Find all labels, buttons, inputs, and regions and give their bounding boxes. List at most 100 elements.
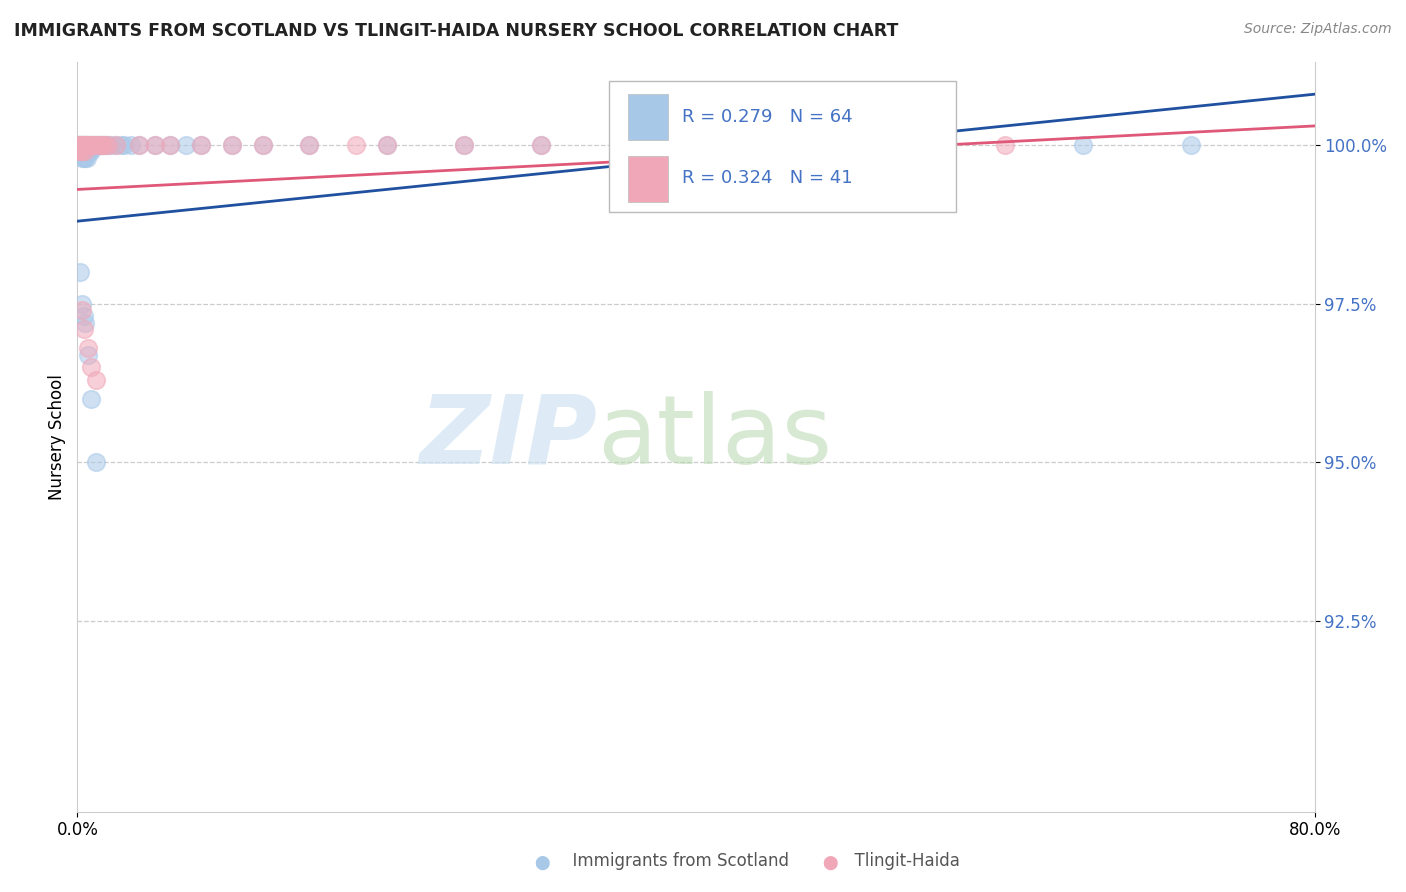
Point xyxy=(190,138,212,153)
Point xyxy=(76,138,98,153)
Point xyxy=(72,322,94,336)
Point xyxy=(86,138,108,153)
Point xyxy=(100,138,122,153)
Point xyxy=(87,138,110,153)
Point xyxy=(94,138,117,153)
Point xyxy=(72,151,94,165)
Point xyxy=(69,138,91,153)
Text: ⬤: ⬤ xyxy=(534,855,550,870)
Point xyxy=(94,138,117,153)
Point xyxy=(70,303,93,318)
Point xyxy=(128,138,150,153)
Point xyxy=(76,138,98,153)
Point xyxy=(221,138,243,153)
Point xyxy=(121,138,143,153)
Point xyxy=(174,138,197,153)
Point xyxy=(190,138,212,153)
Point xyxy=(77,145,100,159)
Point xyxy=(67,138,90,153)
Point xyxy=(75,145,96,159)
Text: Immigrants from Scotland: Immigrants from Scotland xyxy=(562,852,789,870)
Point xyxy=(79,145,101,159)
Point xyxy=(72,145,94,159)
Text: ⬤: ⬤ xyxy=(823,855,838,870)
Y-axis label: Nursery School: Nursery School xyxy=(48,374,66,500)
Point xyxy=(159,138,181,153)
Point xyxy=(67,145,90,159)
Point xyxy=(298,138,321,153)
Point xyxy=(77,347,100,361)
Point xyxy=(97,138,120,153)
Point xyxy=(76,151,98,165)
Text: R = 0.324   N = 41: R = 0.324 N = 41 xyxy=(682,169,853,187)
Text: IMMIGRANTS FROM SCOTLAND VS TLINGIT-HAIDA NURSERY SCHOOL CORRELATION CHART: IMMIGRANTS FROM SCOTLAND VS TLINGIT-HAID… xyxy=(14,22,898,40)
Point xyxy=(79,138,101,153)
Point xyxy=(93,138,115,153)
Point xyxy=(375,138,398,153)
Point xyxy=(917,138,939,153)
Text: R = 0.279   N = 64: R = 0.279 N = 64 xyxy=(682,108,853,126)
Point xyxy=(252,138,274,153)
Point xyxy=(84,138,107,153)
Point xyxy=(90,138,111,153)
Point xyxy=(90,138,111,153)
Point xyxy=(70,138,93,153)
Point xyxy=(67,138,90,153)
Point xyxy=(76,145,98,159)
Point xyxy=(159,138,181,153)
Point xyxy=(607,138,630,153)
Point xyxy=(67,145,90,159)
Point xyxy=(143,138,166,153)
Point xyxy=(97,138,120,153)
Point xyxy=(110,138,132,153)
Point xyxy=(1180,138,1202,153)
Point xyxy=(69,138,91,153)
Point xyxy=(221,138,243,153)
Point xyxy=(70,297,93,311)
Point xyxy=(530,138,553,153)
Point xyxy=(75,316,96,330)
Point xyxy=(70,145,93,159)
Point xyxy=(105,138,127,153)
Point xyxy=(716,138,738,153)
Point xyxy=(84,373,107,387)
Point xyxy=(67,138,90,153)
Point xyxy=(80,138,103,153)
Point xyxy=(69,145,91,159)
FancyBboxPatch shape xyxy=(628,95,668,140)
Point xyxy=(375,138,398,153)
Point xyxy=(252,138,274,153)
Point xyxy=(79,138,101,153)
Point xyxy=(75,138,96,153)
Point xyxy=(69,145,91,159)
FancyBboxPatch shape xyxy=(628,156,668,202)
Point xyxy=(77,138,100,153)
Text: atlas: atlas xyxy=(598,391,832,483)
Point xyxy=(80,392,103,406)
Point xyxy=(69,265,91,279)
Point xyxy=(75,145,96,159)
Point xyxy=(105,138,127,153)
Point xyxy=(344,138,367,153)
Point xyxy=(839,138,862,153)
Point xyxy=(80,145,103,159)
Point xyxy=(83,138,105,153)
Point xyxy=(72,138,94,153)
Point xyxy=(91,138,114,153)
Point xyxy=(82,138,104,153)
Point xyxy=(112,138,135,153)
Point xyxy=(70,138,93,153)
Point xyxy=(72,138,94,153)
Point xyxy=(917,138,939,153)
Point xyxy=(994,138,1017,153)
Point xyxy=(77,341,100,355)
Point xyxy=(87,138,110,153)
Text: Tlingit-Haida: Tlingit-Haida xyxy=(844,852,959,870)
Point xyxy=(69,145,91,159)
Point xyxy=(453,138,475,153)
Point xyxy=(128,138,150,153)
Point xyxy=(530,138,553,153)
Point xyxy=(69,138,91,153)
Point xyxy=(75,151,96,165)
Point xyxy=(75,138,96,153)
